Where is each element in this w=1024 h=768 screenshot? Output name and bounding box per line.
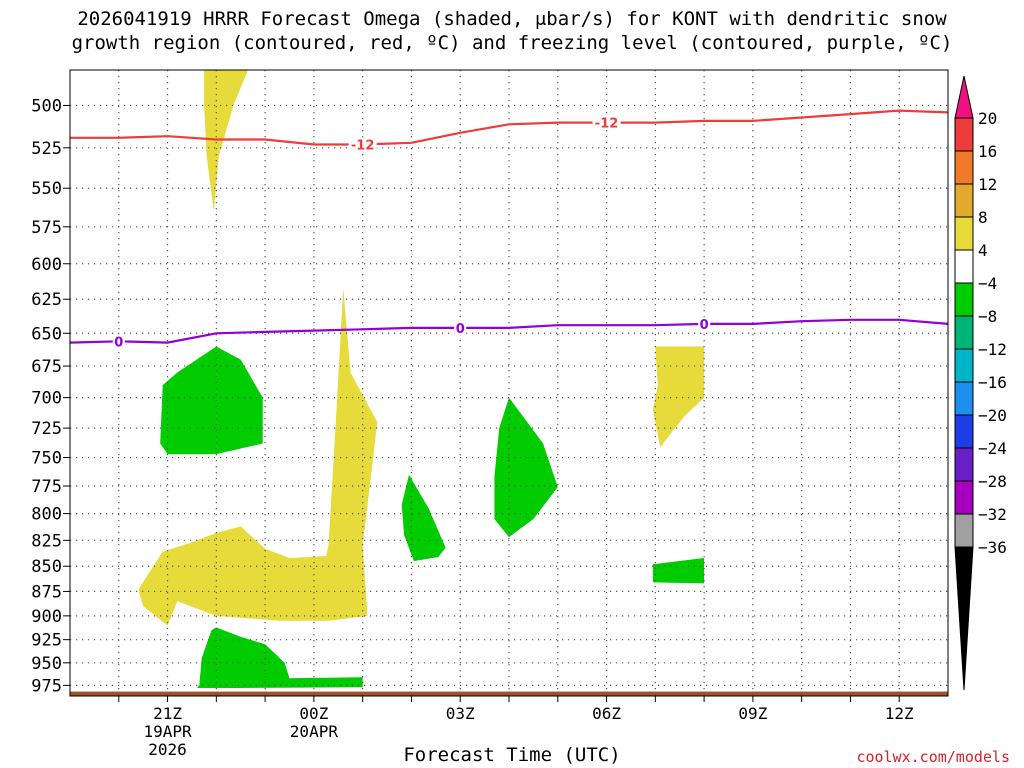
y-tick-label-500: 500 bbox=[31, 96, 62, 116]
y-tick-label-900: 900 bbox=[31, 607, 62, 627]
y-tick-label-650: 650 bbox=[31, 324, 62, 344]
colorbar-label-8: −16 bbox=[978, 373, 1007, 392]
colorbar-label-5: −4 bbox=[978, 274, 997, 293]
y-tick-label-625: 625 bbox=[31, 290, 62, 310]
y-tick-label-950: 950 bbox=[31, 654, 62, 674]
contour-label-bg-1-1 bbox=[454, 320, 467, 335]
y-tick-label-825: 825 bbox=[31, 531, 62, 551]
colorbar-label-3: 8 bbox=[978, 208, 988, 227]
y-tick-label-700: 700 bbox=[31, 389, 62, 409]
contour-label-bg-1-0 bbox=[112, 334, 125, 349]
contour-label-bg-0-0 bbox=[348, 137, 377, 152]
plot-grid bbox=[70, 70, 948, 696]
y-tick-label-750: 750 bbox=[31, 449, 62, 469]
colorbar-top-arrow bbox=[954, 75, 974, 119]
omega-region-5 bbox=[401, 474, 446, 562]
colorbar-label-7: −12 bbox=[978, 340, 1007, 359]
x-tick-label-5-0: 00Z bbox=[299, 704, 328, 723]
colorbar-label-9: −20 bbox=[978, 406, 1007, 425]
colorbar-box-3 bbox=[954, 216, 974, 251]
omega-region-6 bbox=[494, 397, 558, 538]
omega-region-2 bbox=[652, 346, 705, 448]
colorbar-label-12: −32 bbox=[978, 505, 1007, 524]
y-tick-label-800: 800 bbox=[31, 505, 62, 525]
colorbar-box-12 bbox=[954, 513, 974, 548]
colorbar-box-7 bbox=[954, 348, 974, 383]
y-tick-label-550: 550 bbox=[31, 179, 62, 199]
y-tick-label-725: 725 bbox=[31, 419, 62, 439]
chart-title-line-2: growth region (contoured, red, ºC) and f… bbox=[71, 32, 953, 54]
x-tick-label-2-1: 19APR bbox=[143, 722, 192, 741]
y-tick-label-575: 575 bbox=[31, 218, 62, 238]
surface-band bbox=[70, 691, 948, 696]
x-tick-label-2-0: 21Z bbox=[153, 704, 182, 723]
omega-shading bbox=[138, 70, 705, 688]
contour-label-1-1: 0 bbox=[456, 322, 465, 337]
colorbar-box-8 bbox=[954, 381, 974, 416]
colorbar-box-11 bbox=[954, 480, 974, 515]
omega-region-7 bbox=[652, 558, 705, 584]
colorbar-box-0 bbox=[954, 117, 974, 152]
x-tick-label-5-1: 20APR bbox=[290, 722, 339, 741]
contour-label-1-0: 0 bbox=[114, 335, 123, 350]
colorbar-label-1: 16 bbox=[978, 142, 997, 161]
colorbar-box-6 bbox=[954, 315, 974, 350]
temperature-contours: -12 -12 0 0 0 bbox=[69, 109, 949, 350]
pressure-axis: 500 525 550 575 600 625 650 675 700 725 750 775 800 8… bbox=[31, 96, 70, 696]
colorbar-label-0: 20 bbox=[978, 109, 997, 128]
surface-terrain bbox=[70, 691, 948, 696]
y-tick-label-925: 925 bbox=[31, 631, 62, 651]
omega-region-4 bbox=[196, 627, 363, 688]
y-tick-label-875: 875 bbox=[31, 582, 62, 602]
colorbar-label-4: 4 bbox=[978, 241, 988, 260]
omega-region-1 bbox=[138, 288, 378, 626]
colorbar-box-4 bbox=[954, 249, 974, 284]
y-tick-label-975: 975 bbox=[31, 676, 62, 696]
omega-colorbar: 20 16 12 8 4 −4 −8 −12 −16 −20 −24 −28 −32 −36 bbox=[954, 75, 1007, 691]
colorbar-label-6: −8 bbox=[978, 307, 997, 326]
colorbar-box-2 bbox=[954, 183, 974, 218]
contour-label-1-2: 0 bbox=[700, 318, 709, 333]
source-credit: coolwx.com/models bbox=[856, 748, 1010, 766]
omega-region-0 bbox=[204, 70, 248, 212]
colorbar-label-13: −36 bbox=[978, 538, 1007, 557]
x-tick-label-2-2: 2026 bbox=[148, 740, 187, 759]
x-tick-label-17-0: 12Z bbox=[885, 704, 914, 723]
colorbar-label-2: 12 bbox=[978, 175, 997, 194]
colorbar-bottom-arrow bbox=[954, 546, 974, 691]
contour-line-0 bbox=[70, 109, 949, 146]
y-tick-label-850: 850 bbox=[31, 557, 62, 577]
contour-label-bg-1-2 bbox=[698, 316, 711, 331]
colorbar-label-11: −28 bbox=[978, 472, 1007, 491]
colorbar-box-1 bbox=[954, 150, 974, 185]
x-tick-label-14-0: 09Z bbox=[738, 704, 767, 723]
contour-line-1 bbox=[69, 318, 949, 344]
x-axis-label: Forecast Time (UTC) bbox=[403, 744, 621, 766]
colorbar-box-10 bbox=[954, 447, 974, 482]
contour-label-0-1: -12 bbox=[595, 117, 619, 132]
omega-region-3 bbox=[160, 346, 263, 455]
x-tick-label-8-0: 03Z bbox=[446, 704, 475, 723]
colorbar-box-9 bbox=[954, 414, 974, 449]
colorbar-box-5 bbox=[954, 282, 974, 317]
y-tick-label-600: 600 bbox=[31, 255, 62, 275]
contour-label-0-0: -12 bbox=[351, 139, 375, 154]
contour-label-bg-0-1 bbox=[592, 115, 621, 130]
colorbar-label-10: −24 bbox=[978, 439, 1007, 458]
chart-title-line-1: 2026041919 HRRR Forecast Omega (shaded, … bbox=[77, 8, 947, 30]
y-tick-label-525: 525 bbox=[31, 139, 62, 159]
x-tick-label-11-0: 06Z bbox=[592, 704, 621, 723]
y-tick-label-775: 775 bbox=[31, 477, 62, 497]
y-tick-label-675: 675 bbox=[31, 357, 62, 377]
